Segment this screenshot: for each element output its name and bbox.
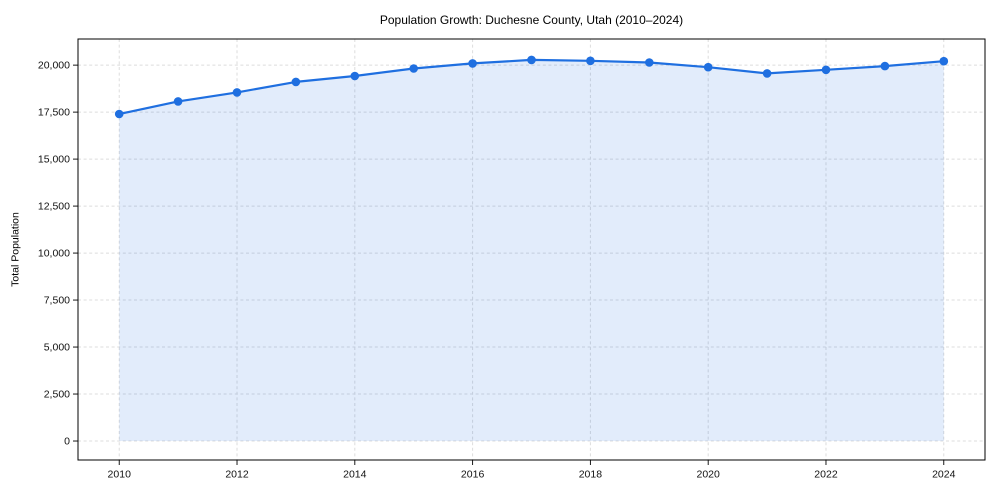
y-tick-label: 2,500 bbox=[44, 389, 70, 401]
plot-border bbox=[77, 38, 986, 461]
x-tick-label: 2010 bbox=[108, 469, 132, 481]
data-point bbox=[821, 65, 831, 75]
data-point bbox=[586, 56, 595, 66]
y-tick-label: 10,000 bbox=[38, 248, 70, 260]
y-tick-label: 15,000 bbox=[38, 154, 70, 166]
x-tick-label: 2016 bbox=[461, 469, 485, 481]
data-point bbox=[232, 88, 242, 97]
chart-title: Population Growth: Duchesne County, Utah… bbox=[379, 13, 684, 27]
x-tick-label: 2022 bbox=[814, 469, 838, 481]
data-point bbox=[468, 59, 477, 68]
data-point bbox=[173, 97, 183, 106]
area-fill bbox=[119, 59, 944, 442]
data-point bbox=[939, 56, 949, 66]
data-point bbox=[762, 69, 772, 78]
y-axis-label: Total Population bbox=[9, 212, 22, 287]
data-point bbox=[409, 64, 419, 73]
data-point bbox=[880, 61, 890, 71]
x-tick-label: 2024 bbox=[932, 469, 956, 481]
data-point bbox=[703, 62, 713, 72]
data-point bbox=[114, 109, 124, 119]
data-point bbox=[645, 58, 654, 67]
data-point bbox=[291, 77, 301, 87]
data-point bbox=[527, 55, 536, 65]
x-tick-label: 2018 bbox=[579, 469, 603, 481]
y-tick-label: 5,000 bbox=[44, 342, 70, 354]
y-tick-label: 20,000 bbox=[38, 60, 70, 72]
x-tick-label: 2014 bbox=[343, 469, 367, 481]
y-tick-label: 0 bbox=[64, 436, 70, 448]
data-point bbox=[350, 71, 360, 81]
y-tick-label: 7,500 bbox=[44, 295, 70, 307]
x-tick-label: 2020 bbox=[697, 469, 721, 481]
x-tick-label: 2012 bbox=[225, 469, 249, 481]
y-tick-label: 17,500 bbox=[38, 107, 70, 119]
y-tick-label: 12,500 bbox=[38, 201, 70, 213]
